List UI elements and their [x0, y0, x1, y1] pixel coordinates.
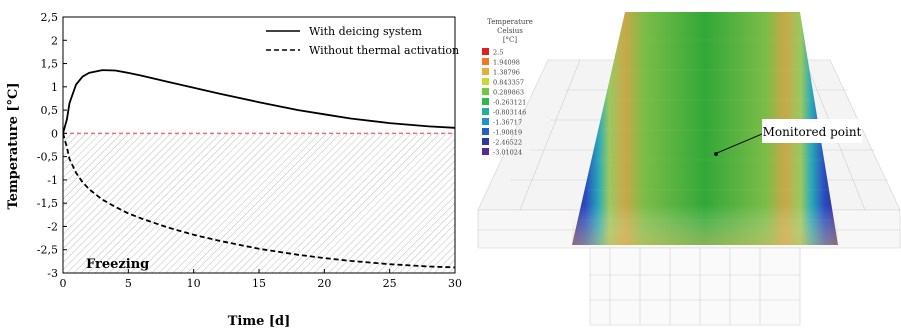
- x-axis-ticks: 0 5 10 15 20 25 30: [60, 269, 462, 290]
- freezing-hatch-region: [63, 133, 455, 273]
- legend-swatch: [482, 48, 489, 55]
- legend-value: -2.46522: [493, 139, 522, 147]
- y-tick-label: 1: [51, 81, 58, 94]
- legend-title-line3: [°C]: [503, 36, 518, 44]
- y-tick-label: 0,5: [41, 104, 59, 117]
- legend-swatch: [482, 148, 489, 155]
- x-tick-label: 25: [383, 277, 397, 290]
- legend-swatch: [482, 108, 489, 115]
- x-tick-label: 20: [317, 277, 331, 290]
- legend-swatch: [482, 68, 489, 75]
- y-tick-label: -3: [47, 267, 58, 280]
- series-layer: [63, 69, 455, 269]
- legend-label-no-thermal: Without thermal activation: [309, 44, 459, 57]
- callout-leader: [716, 133, 763, 154]
- simulation-model-panel: Temperature Celsius [°C] 2.5 1.94098 1.387…: [470, 0, 901, 331]
- legend-value: 1.38796: [493, 69, 520, 77]
- y-tick-label: -2: [47, 220, 58, 233]
- legend-swatch: [482, 128, 489, 135]
- legend-value: 0.289863: [493, 89, 524, 97]
- x-tick-label: 0: [60, 277, 67, 290]
- y-tick-label: 2: [51, 34, 58, 47]
- surface-front-edge: [572, 205, 838, 245]
- series-line-with-deicing: [63, 69, 455, 134]
- monitored-point-label: Monitored point: [763, 125, 862, 139]
- legend-swatch: [482, 78, 489, 85]
- callout-box: [762, 119, 862, 143]
- model-svg: Temperature Celsius [°C] 2.5 1.94098 1.387…: [477, 12, 901, 326]
- legend-value: 0.843357: [493, 79, 524, 87]
- chart-legend: With deicing system Without thermal acti…: [254, 20, 459, 62]
- legend-title-line2: Celsius: [497, 27, 523, 35]
- y-tick-label: 0: [51, 127, 58, 140]
- y-tick-label: -1: [47, 174, 58, 187]
- x-axis-label: Time [d]: [228, 314, 291, 329]
- x-tick-label: 10: [187, 277, 201, 290]
- x-tick-label: 30: [448, 277, 462, 290]
- legend-swatch: [482, 118, 489, 125]
- x-tick-label: 15: [252, 277, 266, 290]
- surface-mesh-lines: [580, 39, 835, 221]
- y-axis-label: Temperature [°C]: [6, 82, 21, 209]
- legend-value: -1.36717: [493, 119, 522, 127]
- temperature-surface: [572, 12, 838, 245]
- legend-title-line1: Temperature: [487, 18, 533, 26]
- chart-svg: 2,5 2 1,5 1 0,5 0 -0,5 -1 -1,5 -2 -2,5 -3 0 5 10 15 20 2…: [6, 11, 462, 329]
- legend-value: -3.01024: [493, 149, 522, 157]
- temperature-chart: 2,5 2 1,5 1 0,5 0 -0,5 -1 -1,5 -2 -2,5 -3 0 5 10 15 20 2…: [6, 11, 462, 329]
- legend-swatch: [482, 58, 489, 65]
- y-tick-label: 2,5: [41, 11, 59, 24]
- legend-value: 2.5: [493, 49, 503, 57]
- legend-value: 1.94098: [493, 59, 520, 67]
- y-tick-label: -1,5: [37, 197, 58, 210]
- y-axis-ticks: 2,5 2 1,5 1 0,5 0 -0,5 -1 -1,5 -2 -2,5 -3: [37, 11, 67, 280]
- legend-value: -1.90819: [493, 129, 522, 137]
- y-tick-label: -2,5: [37, 244, 58, 257]
- y-tick-label: 1,5: [41, 58, 59, 71]
- legend-swatch: [482, 138, 489, 145]
- legend-swatch: [482, 98, 489, 105]
- legend-value: -0.803146: [493, 109, 526, 117]
- legend-swatch: [482, 88, 489, 95]
- freezing-annotation: Freezing: [86, 257, 149, 272]
- temperature-color-legend: Temperature Celsius [°C] 2.5 1.94098 1.387…: [482, 18, 533, 157]
- legend-value: -0.263121: [493, 99, 526, 107]
- x-tick-label: 5: [125, 277, 132, 290]
- y-tick-label: -0,5: [37, 151, 58, 164]
- series-line-without-thermal: [63, 133, 455, 269]
- legend-label-deicing: With deicing system: [309, 25, 422, 38]
